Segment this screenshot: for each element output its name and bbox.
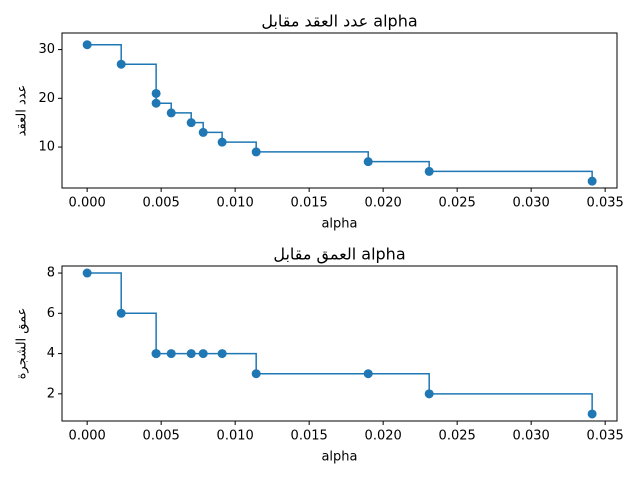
x-tick-label: 0.035 xyxy=(587,429,624,444)
point xyxy=(186,118,196,128)
y-tick-label: 8 xyxy=(47,266,55,281)
point xyxy=(198,127,208,137)
x-axis-label: alpha xyxy=(321,450,357,465)
point xyxy=(166,108,176,118)
x-tick-label: 0.015 xyxy=(291,196,328,211)
y-tick-label: 30 xyxy=(38,42,55,57)
x-tick-label: 0.010 xyxy=(217,429,254,444)
x-tick-label: 0.030 xyxy=(513,196,550,211)
x-axis-label: alpha xyxy=(321,217,357,232)
step-line xyxy=(87,272,593,414)
x-tick-label: 0.025 xyxy=(439,429,476,444)
point xyxy=(587,409,597,419)
point xyxy=(116,59,126,69)
point xyxy=(116,308,126,318)
x-tick-label: 0.030 xyxy=(513,429,550,444)
y-axis-label: عدد العقد xyxy=(15,85,30,137)
x-tick-label: 0.010 xyxy=(217,196,254,211)
x-tick-label: 0.020 xyxy=(365,196,402,211)
point xyxy=(587,176,597,186)
y-tick-label: 10 xyxy=(38,140,55,155)
point xyxy=(424,166,434,176)
point xyxy=(424,389,434,399)
x-tick-label: 0.015 xyxy=(291,429,328,444)
axes-frame xyxy=(61,265,618,422)
point xyxy=(198,349,208,359)
y-tick-label: 2 xyxy=(47,386,55,401)
chart-title: العمق مقابل alpha xyxy=(273,245,405,265)
point xyxy=(151,98,161,108)
point xyxy=(151,349,161,359)
point xyxy=(363,369,373,379)
point xyxy=(82,40,92,50)
point xyxy=(363,157,373,167)
point xyxy=(217,137,227,147)
chart-title: عدد العقد مقابل alpha xyxy=(261,12,417,31)
point xyxy=(166,349,176,359)
axes-frame xyxy=(61,32,618,189)
point xyxy=(82,268,92,278)
point xyxy=(217,349,227,359)
x-tick-label: 0.000 xyxy=(69,429,106,444)
x-tick-label: 0.025 xyxy=(439,196,476,211)
y-tick-label: 20 xyxy=(38,91,55,106)
x-tick-label: 0.035 xyxy=(587,196,624,211)
y-axis-label: عمق الشجرة xyxy=(15,308,30,380)
y-tick-label: 4 xyxy=(47,346,55,361)
subplot: 0.000 0.005 0.010 0.015 0.020 0.025 0.030 0.035… xyxy=(15,12,624,232)
subplot: 0.000 0.005 0.010 0.015 0.020 0.025 0.030 0.035… xyxy=(15,245,624,465)
point xyxy=(251,369,261,379)
x-tick-label: 0.000 xyxy=(69,196,106,211)
point xyxy=(186,349,196,359)
x-tick-label: 0.005 xyxy=(143,429,180,444)
step-line xyxy=(87,43,593,182)
x-tick-label: 0.005 xyxy=(143,196,180,211)
y-tick-label: 6 xyxy=(47,306,55,321)
x-tick-label: 0.020 xyxy=(365,429,402,444)
point xyxy=(151,88,161,98)
point xyxy=(251,147,261,157)
